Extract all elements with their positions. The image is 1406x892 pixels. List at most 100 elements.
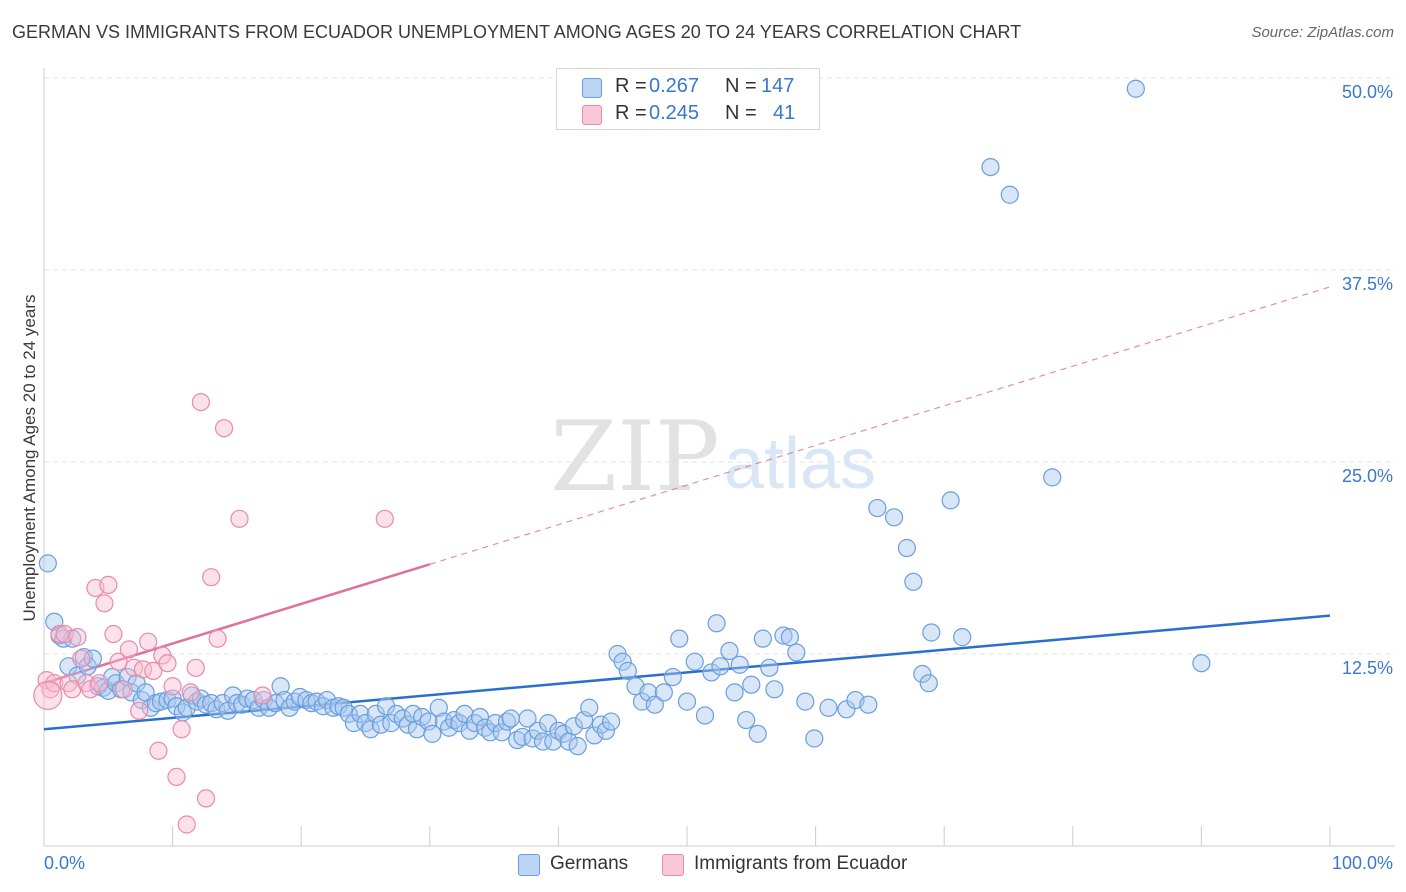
y-tick-label: 37.5% <box>1342 274 1393 294</box>
german-point <box>702 663 721 682</box>
ecuador-point <box>130 701 149 720</box>
ecuador-point <box>109 652 128 671</box>
ecuador-point <box>104 624 123 644</box>
german-point <box>1043 468 1062 487</box>
german-point <box>528 721 547 740</box>
ecuador-point <box>50 624 69 644</box>
r-value: 0.245 <box>649 102 700 124</box>
ecuador-point <box>124 658 144 677</box>
bottom-legend: Germans Immigrants from Ecuador <box>0 852 1406 878</box>
german-point <box>805 729 824 748</box>
ecuador-point <box>68 628 87 647</box>
n-value: 41 <box>773 102 796 124</box>
ecuador-point <box>191 392 210 412</box>
german-point <box>429 698 448 717</box>
german-point <box>645 695 664 714</box>
ecuador-point <box>163 677 182 696</box>
german-point <box>707 614 726 633</box>
german-point <box>501 709 520 728</box>
german-point <box>1192 654 1211 673</box>
y-tick-label: 25.0% <box>1342 466 1393 486</box>
ecuador-point <box>172 720 191 739</box>
german-point <box>351 704 370 724</box>
ecuador-swatch <box>582 105 602 125</box>
german-point <box>580 698 599 717</box>
german-point <box>922 623 941 642</box>
german-point <box>585 726 604 745</box>
chart-source: Source: ZipAtlas.com <box>1251 24 1394 41</box>
ticklabel-layer: 12.5% 25.0% 37.5% 50.0% 0.0% 100.0% <box>44 82 1393 873</box>
grid-layer <box>44 77 1395 655</box>
r-value: 0.267 <box>649 75 700 97</box>
ecuador-point <box>375 509 394 528</box>
german-point <box>492 723 511 742</box>
german-point <box>518 709 537 728</box>
german-point <box>670 629 689 648</box>
german-point <box>596 721 616 740</box>
german-point <box>544 732 563 751</box>
ecuador-point <box>144 661 163 680</box>
german-point <box>564 717 583 736</box>
n-value: 147 <box>761 75 795 97</box>
german-point <box>1000 185 1019 204</box>
german-point <box>780 628 799 647</box>
german-point <box>450 714 469 733</box>
german-point <box>423 724 442 743</box>
german-point <box>677 692 697 711</box>
german-point <box>455 704 474 724</box>
legend-label: Immigrants from Ecuador <box>694 853 908 874</box>
ecuador-point <box>95 594 114 613</box>
y-tick-label: 12.5% <box>1342 658 1393 678</box>
germans-legend-swatch <box>518 854 540 876</box>
ecuador-trend-line <box>43 563 431 685</box>
german-point <box>819 698 838 717</box>
german-point <box>884 508 904 527</box>
german-point <box>953 628 972 647</box>
german-point <box>685 652 704 671</box>
legend-label: Germans <box>550 853 629 874</box>
ecuador-point <box>202 568 221 587</box>
chart-title: GERMAN VS IMMIGRANTS FROM ECUADOR UNEMPL… <box>12 22 1022 42</box>
ecuador-legend-swatch <box>662 854 684 876</box>
german-point <box>774 626 793 645</box>
german-point <box>38 554 57 573</box>
ecuador-point <box>196 789 216 808</box>
german-point <box>271 677 290 696</box>
german-point <box>919 674 938 693</box>
ecuador-point <box>99 575 118 594</box>
points-layer <box>33 79 1211 834</box>
ecuador-point <box>186 658 205 677</box>
n-label: N = <box>725 102 757 124</box>
ecuador-point <box>230 509 249 528</box>
german-point <box>787 643 806 662</box>
ecuador-point <box>81 680 100 699</box>
german-point <box>897 538 917 558</box>
ecuador-point <box>167 767 186 786</box>
german-point <box>568 737 587 756</box>
german-point <box>859 695 878 714</box>
german-point <box>742 675 761 694</box>
german-point <box>618 661 637 680</box>
german-point <box>904 572 923 591</box>
n-label: N = <box>725 75 757 97</box>
r-label: R = <box>615 75 647 97</box>
ecuador-trend-extension <box>429 286 1331 565</box>
german-point <box>941 491 960 510</box>
x-tick-label: 100.0% <box>1332 853 1393 873</box>
german-point <box>376 697 396 716</box>
germans-trend-line <box>43 614 1331 731</box>
german-point <box>470 707 490 727</box>
german-point <box>445 710 464 730</box>
ecuador-point <box>114 680 133 699</box>
ecuador-point <box>214 419 234 438</box>
ecuador-point <box>33 680 63 711</box>
german-point <box>695 706 715 725</box>
german-point <box>602 712 621 731</box>
ecuador-point <box>208 629 227 648</box>
ecuador-point <box>119 640 138 659</box>
ecuador-point <box>253 686 272 705</box>
german-point <box>1126 79 1145 98</box>
ecuador-point <box>177 815 196 834</box>
german-point <box>711 657 730 676</box>
